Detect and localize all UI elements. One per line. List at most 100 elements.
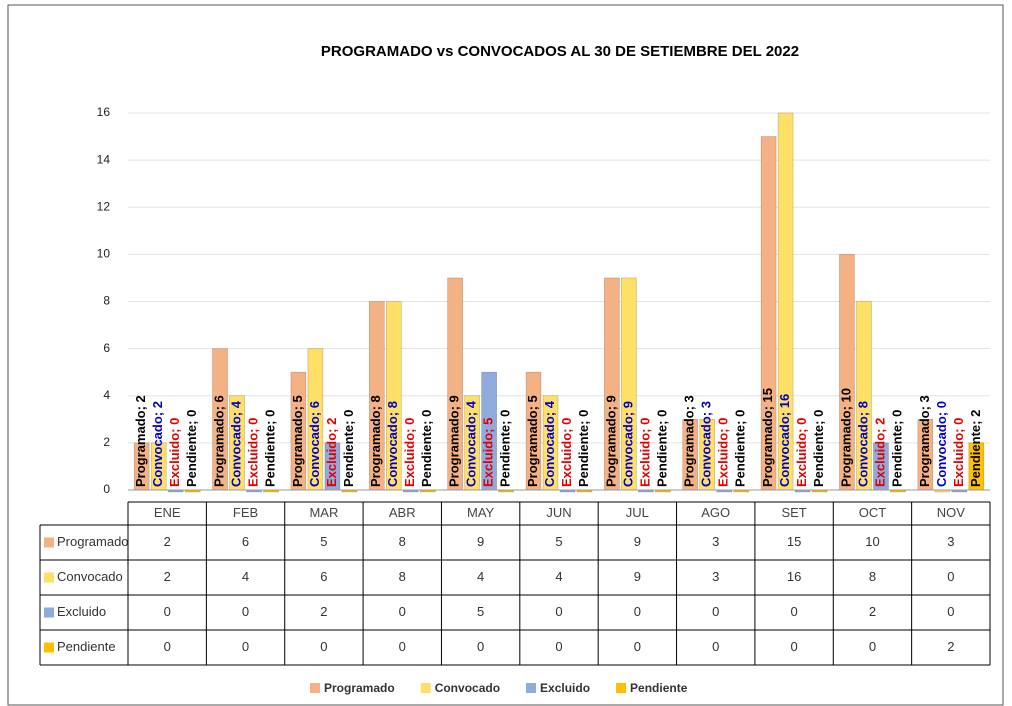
table-cell: 9 <box>634 534 641 549</box>
data-label: Excluido; 0 <box>402 418 417 487</box>
data-label: Convocado; 4 <box>464 400 479 487</box>
data-label: Programado; 9 <box>603 395 618 487</box>
table-cell: 0 <box>320 639 327 654</box>
data-label: Programado; 6 <box>211 395 226 487</box>
legend-label: Programado <box>324 681 395 695</box>
data-label: Pendiente; 0 <box>811 410 826 487</box>
data-label: Programado; 3 <box>682 395 697 487</box>
data-label: Convocado; 4 <box>228 400 243 487</box>
table-cell: 2 <box>947 639 954 654</box>
row-label: Excluido <box>57 604 106 619</box>
table-cell: 0 <box>477 639 484 654</box>
legend-label: Convocado <box>435 681 500 695</box>
table-cell: 16 <box>787 569 801 584</box>
data-label: Convocado; 2 <box>150 401 165 487</box>
table-cell: 2 <box>869 604 876 619</box>
table-cell: 0 <box>242 604 249 619</box>
table-cell: 0 <box>634 604 641 619</box>
legend-swatch <box>44 642 54 653</box>
legend-swatch <box>44 572 54 583</box>
data-label: Programado; 9 <box>447 395 462 487</box>
data-label: Pendiente; 0 <box>889 410 904 487</box>
legend-label: Excluido <box>540 681 590 695</box>
table-cell: 0 <box>399 604 406 619</box>
table-cell: 0 <box>399 639 406 654</box>
x-tick-label: ABR <box>389 505 416 520</box>
data-label: Excluido; 0 <box>951 418 966 487</box>
table-cell: 2 <box>164 569 171 584</box>
table-cell: 3 <box>712 569 719 584</box>
row-label: Convocado <box>57 569 123 584</box>
table-cell: 0 <box>712 604 719 619</box>
x-tick-label: MAR <box>309 505 338 520</box>
data-label: Pendiente; 0 <box>341 410 356 487</box>
table-cell: 6 <box>242 534 249 549</box>
data-label: Convocado; 8 <box>855 401 870 487</box>
chart-title: PROGRAMADO vs CONVOCADOS AL 30 DE SETIEM… <box>321 43 799 60</box>
x-tick-label: MAY <box>467 505 495 520</box>
data-label: Programado; 8 <box>368 395 383 487</box>
table-cell: 8 <box>869 569 876 584</box>
table-cell: 0 <box>947 604 954 619</box>
data-label: Programado; 10 <box>838 388 853 487</box>
table-cell: 0 <box>164 604 171 619</box>
x-tick-label: AGO <box>701 505 730 520</box>
data-label: Pendiente; 0 <box>498 410 513 487</box>
data-label: Convocado; 6 <box>307 401 322 487</box>
x-tick-label: FEB <box>233 505 258 520</box>
data-label: Excluido; 0 <box>716 418 731 487</box>
y-tick-label: 2 <box>103 435 110 449</box>
table-cell: 0 <box>555 639 562 654</box>
x-tick-label: SET <box>781 505 806 520</box>
legend-swatch <box>44 537 54 548</box>
data-label: Excluido; 0 <box>559 418 574 487</box>
table-cell: 6 <box>320 569 327 584</box>
legend-swatch <box>420 683 431 693</box>
data-label: Pendiente; 0 <box>419 410 434 487</box>
data-label: Convocado; 0 <box>934 401 949 487</box>
legend-swatch <box>616 683 627 693</box>
data-label: Convocado; 9 <box>620 401 635 487</box>
table-cell: 5 <box>477 604 484 619</box>
data-label: Programado; 5 <box>525 395 540 487</box>
table-cell: 0 <box>634 639 641 654</box>
legend-swatch <box>526 683 537 693</box>
table-cell: 10 <box>865 534 879 549</box>
data-label: Excluido; 0 <box>794 418 809 487</box>
data-label: Programado; 5 <box>290 395 305 487</box>
data-label: Excluido; 0 <box>245 418 260 487</box>
table-cell: 0 <box>555 604 562 619</box>
y-tick-label: 16 <box>97 105 111 119</box>
y-tick-label: 14 <box>97 152 111 166</box>
table-cell: 9 <box>634 569 641 584</box>
data-label: Programado; 3 <box>917 395 932 487</box>
data-label: Convocado; 4 <box>542 400 557 487</box>
data-label: Excluido; 0 <box>637 418 652 487</box>
table-cell: 15 <box>787 534 801 549</box>
table-cell: 5 <box>320 534 327 549</box>
row-label: Programado <box>57 534 129 549</box>
y-tick-label: 6 <box>103 341 110 355</box>
data-label: Pendiente; 0 <box>576 410 591 487</box>
data-label: Pendiente; 0 <box>654 410 669 487</box>
y-tick-label: 10 <box>97 247 111 261</box>
table-cell: 0 <box>164 639 171 654</box>
table-cell: 3 <box>712 534 719 549</box>
data-label: Programado; 15 <box>760 388 775 487</box>
legend-swatch <box>44 607 54 618</box>
data-label: Convocado; 16 <box>777 394 792 487</box>
legend-label: Pendiente <box>630 681 688 695</box>
row-label: Pendiente <box>57 639 116 654</box>
data-label: Pendiente; 2 <box>968 410 983 487</box>
data-label: Excluido; 5 <box>481 418 496 487</box>
frame <box>7 4 1004 706</box>
table-cell: 8 <box>399 534 406 549</box>
data-label: Pendiente; 0 <box>184 410 199 487</box>
y-tick-label: 12 <box>97 199 111 213</box>
y-tick-label: 0 <box>103 482 110 496</box>
y-tick-label: 8 <box>103 294 110 308</box>
table-cell: 0 <box>790 639 797 654</box>
table-cell: 0 <box>712 639 719 654</box>
legend-swatch <box>310 683 320 693</box>
x-tick-label: JUL <box>626 505 649 520</box>
